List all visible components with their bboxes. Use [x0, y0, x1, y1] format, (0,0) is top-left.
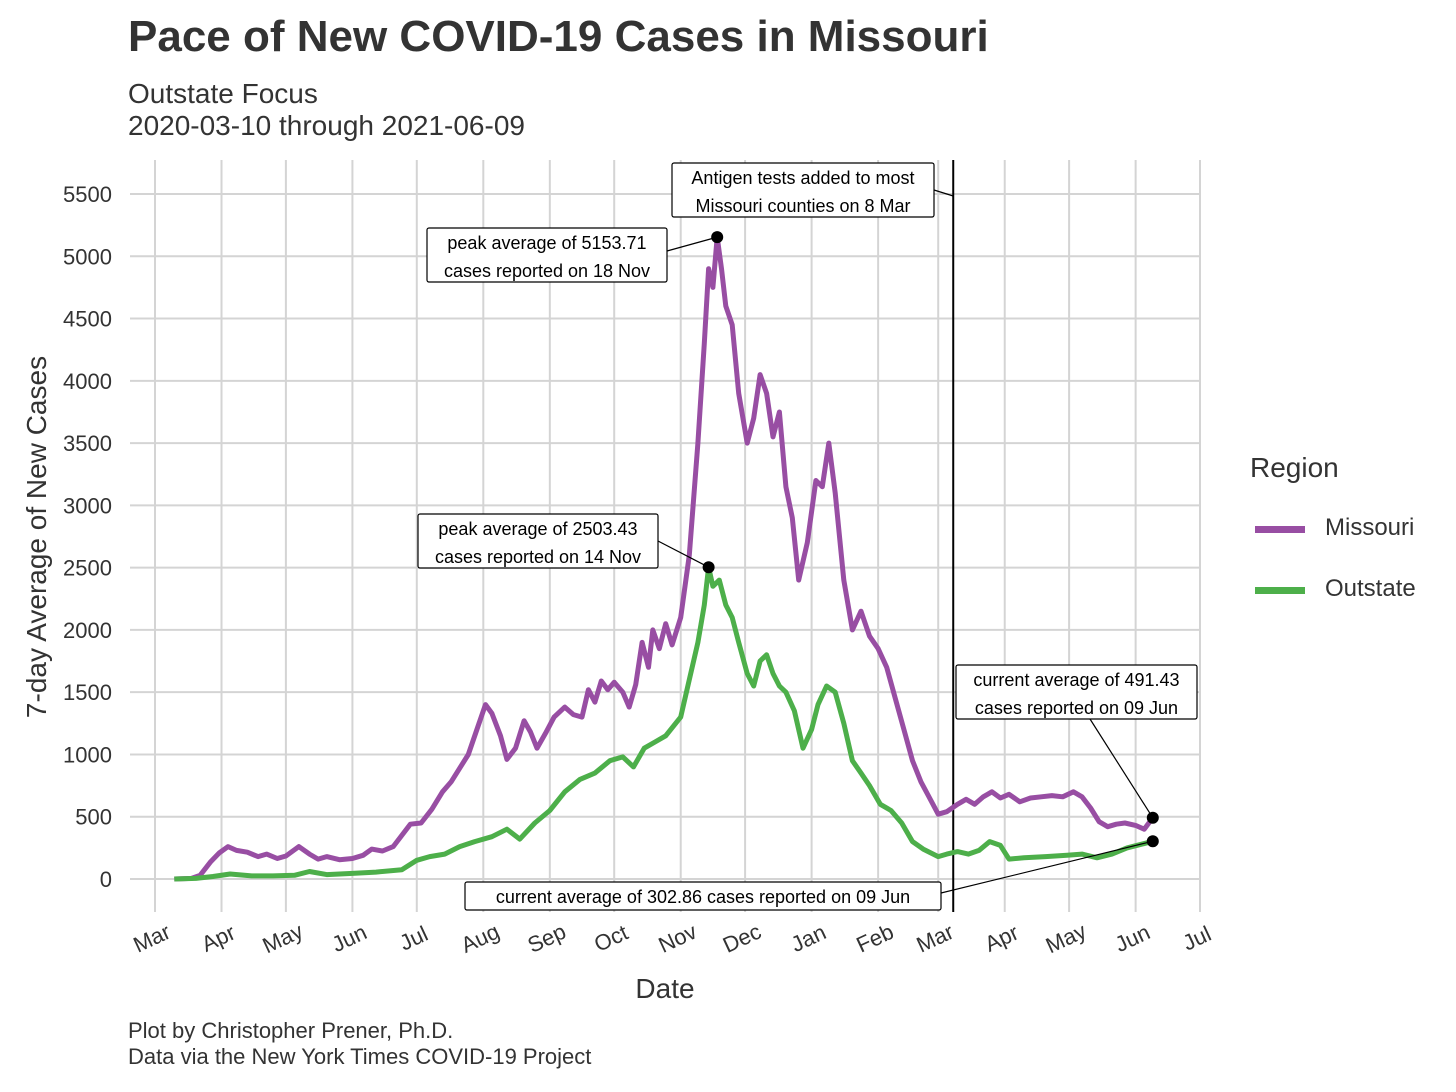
x-tick-label: Mar	[913, 919, 958, 958]
y-tick-label: 3000	[63, 493, 112, 518]
caption-line-2: Data via the New York Times COVID-19 Pro…	[128, 1044, 592, 1069]
legend-title: Region	[1250, 452, 1339, 483]
x-tick-label: Jan	[787, 919, 830, 957]
ann-peak-mo-text: peak average of 5153.71	[447, 233, 646, 253]
ann-current-out-leader	[940, 840, 1153, 894]
legend-swatch-outstate	[1255, 587, 1305, 594]
ann-current-mo-box	[955, 664, 1198, 720]
x-tick-label: Apr	[981, 920, 1023, 957]
x-tick-label: Dec	[719, 919, 765, 958]
y-tick-label: 5000	[63, 244, 112, 269]
ann-antigen-text: Antigen tests added to most	[691, 168, 914, 188]
x-axis-title: Date	[635, 973, 694, 1004]
legend-swatch-missouri	[1255, 526, 1305, 533]
x-tick-label: Aug	[457, 919, 503, 958]
x-tick-label: Jun	[1111, 919, 1154, 957]
ann-antigen-leader	[933, 189, 954, 197]
x-tick-label: May	[1042, 918, 1090, 958]
ann-current-out-box	[464, 881, 942, 911]
y-tick-label: 2000	[63, 618, 112, 643]
y-tick-label: 0	[100, 867, 112, 892]
caption-line-1: Plot by Christopher Prener, Ph.D.	[128, 1018, 454, 1043]
chart-title: Pace of New COVID-19 Cases in Missouri	[128, 12, 989, 61]
ann-peak-out-text: peak average of 2503.43	[438, 519, 637, 539]
ann-peak-mo-box	[426, 227, 668, 283]
ann-antigen-box	[671, 162, 935, 218]
ann-peak-out-box	[417, 513, 659, 569]
y-tick-label: 3500	[63, 431, 112, 456]
ann-peak-mo-leader	[666, 236, 718, 252]
y-tick-label: 4500	[63, 307, 112, 332]
y-tick-label: 5500	[63, 182, 112, 207]
ann-current-out-point	[1146, 835, 1159, 848]
ann-antigen-text: Missouri counties on 8 Mar	[695, 196, 910, 216]
y-tick-label: 1500	[63, 680, 112, 705]
x-tick-label: Nov	[655, 919, 701, 958]
ann-peak-out-leader	[657, 540, 709, 568]
series-line-outstate	[174, 564, 1154, 882]
ann-peak-mo-point	[711, 231, 724, 244]
x-tick-label: Jul	[1179, 921, 1215, 956]
x-tick-label: Mar	[129, 919, 174, 958]
chart-subtitle: Outstate Focus 2020-03-10 through 2021-0…	[128, 78, 525, 142]
ann-peak-out-point	[702, 561, 715, 574]
series-line-missouri	[174, 234, 1155, 882]
x-tick-label: May	[259, 918, 307, 958]
ann-peak-out-text: cases reported on 14 Nov	[435, 547, 641, 567]
x-tick-label: Apr	[198, 920, 240, 957]
x-tick-label: Oct	[590, 920, 632, 957]
chart-caption: Plot by Christopher Prener, Ph.D. Data v…	[128, 1018, 591, 1070]
subtitle-line-2: 2020-03-10 through 2021-06-09	[128, 110, 525, 141]
x-tick-label: Jul	[396, 921, 432, 956]
x-tick-label: Feb	[852, 919, 897, 958]
y-axis-title: 7-day Average of New Cases	[21, 356, 52, 718]
ann-current-mo-text: current average of 491.43	[973, 670, 1179, 690]
y-tick-label: 4000	[63, 369, 112, 394]
x-tick-label: Sep	[524, 919, 570, 958]
ann-current-out-text: current average of 302.86 cases reported…	[496, 887, 910, 907]
legend-label-outstate: Outstate	[1325, 575, 1416, 602]
subtitle-line-1: Outstate Focus	[128, 78, 318, 109]
ann-current-mo-point	[1146, 811, 1159, 824]
y-tick-label: 2500	[63, 556, 112, 581]
x-tick-label: Jun	[328, 919, 371, 957]
y-tick-label: 1000	[63, 742, 112, 767]
ann-current-mo-text: cases reported on 09 Jun	[975, 698, 1178, 718]
ann-peak-mo-text: cases reported on 18 Nov	[444, 261, 650, 281]
ann-current-mo-leader	[1089, 718, 1154, 819]
legend-label-missouri: Missouri	[1325, 514, 1415, 541]
y-tick-label: 500	[75, 805, 112, 830]
